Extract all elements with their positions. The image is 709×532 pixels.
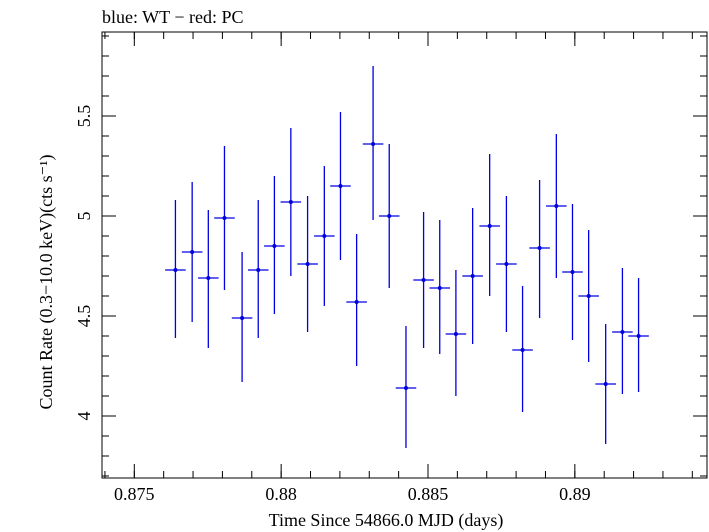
point-marker <box>470 274 475 278</box>
data-point <box>429 220 451 354</box>
point-marker <box>586 294 591 298</box>
point-marker <box>537 246 542 250</box>
data-point <box>314 166 335 306</box>
y-tick-label: 5 <box>74 212 94 221</box>
chart-title: blue: WT − red: PC <box>102 7 243 27</box>
data-points <box>165 66 649 448</box>
data-point <box>231 252 253 382</box>
data-point <box>462 208 483 344</box>
point-marker <box>620 330 625 334</box>
x-tick-label: 0.885 <box>408 484 449 504</box>
x-tick-label: 0.875 <box>114 484 155 504</box>
data-point <box>413 212 434 348</box>
x-tick-label: 0.89 <box>559 484 591 504</box>
y-tick-label: 4 <box>74 412 94 421</box>
point-marker <box>570 270 575 274</box>
point-marker <box>272 244 277 248</box>
point-marker <box>305 262 310 266</box>
axis-tick-labels: 0.875 0.88 0.885 0.89 4 4.5 5 5.5 <box>74 105 591 504</box>
data-point <box>297 196 318 332</box>
data-point <box>280 128 302 276</box>
point-marker <box>371 142 376 146</box>
point-marker <box>504 262 509 266</box>
data-point <box>595 324 616 444</box>
point-marker <box>354 300 359 304</box>
data-point <box>198 210 219 348</box>
data-point <box>346 234 367 366</box>
data-point <box>529 180 550 318</box>
y-tick-label: 5.5 <box>74 105 94 128</box>
data-point <box>247 200 269 338</box>
point-marker <box>190 250 195 254</box>
data-point <box>181 182 203 322</box>
point-marker <box>453 332 458 336</box>
point-marker <box>222 216 227 220</box>
data-point <box>362 66 384 220</box>
point-marker <box>338 184 343 188</box>
point-marker <box>256 268 261 272</box>
data-point <box>512 286 533 412</box>
data-point <box>445 270 467 396</box>
x-tick-label: 0.88 <box>265 484 297 504</box>
data-point <box>562 204 583 340</box>
y-tick-label: 4.5 <box>74 305 94 328</box>
y-axis-label: Count Rate (0.3−10.0 keV)(cts s⁻¹) <box>36 154 57 409</box>
point-marker <box>403 386 408 390</box>
data-point <box>628 278 649 392</box>
point-marker <box>487 224 492 228</box>
point-marker <box>554 204 559 208</box>
data-point <box>330 112 351 260</box>
data-point <box>578 230 599 362</box>
point-marker <box>206 276 211 280</box>
point-marker <box>603 382 608 386</box>
data-point <box>612 268 633 394</box>
point-marker <box>520 348 525 352</box>
data-point <box>165 200 186 338</box>
point-marker <box>322 234 327 238</box>
data-point <box>378 144 400 288</box>
data-point <box>395 326 417 448</box>
data-point <box>479 154 500 296</box>
point-marker <box>173 268 178 272</box>
point-marker <box>387 214 392 218</box>
x-axis-label: Time Since 54866.0 MJD (days) <box>269 510 504 531</box>
data-point <box>546 134 567 278</box>
point-marker <box>421 278 426 282</box>
point-marker <box>437 286 442 290</box>
plot-frame <box>101 31 708 479</box>
data-point <box>214 146 235 290</box>
data-point <box>496 196 517 332</box>
point-marker <box>636 334 641 338</box>
axis-ticks <box>102 32 707 478</box>
data-point <box>264 176 285 314</box>
point-marker <box>240 316 245 320</box>
point-marker <box>288 200 293 204</box>
